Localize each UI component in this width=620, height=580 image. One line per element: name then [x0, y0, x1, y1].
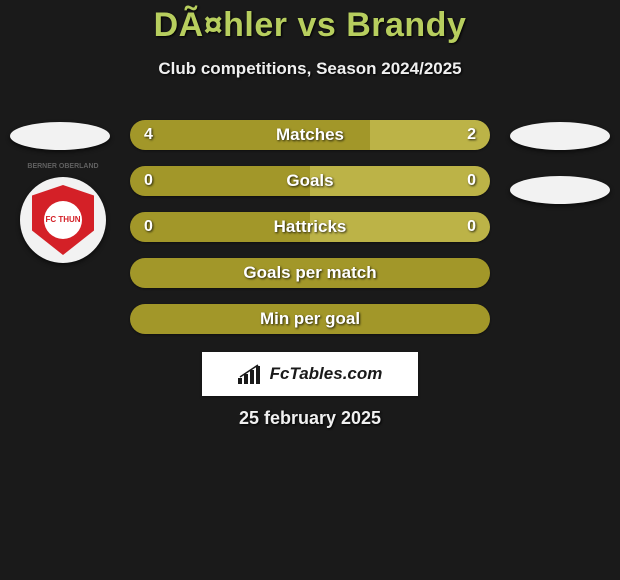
- stat-value-right: 0: [467, 166, 476, 196]
- date-label: 25 february 2025: [0, 408, 620, 429]
- watermark-text: FcTables.com: [270, 364, 383, 384]
- club-logo-shield: FC THUN: [32, 185, 94, 255]
- player-left-badge-1: [10, 122, 110, 150]
- club-logo: BERNER OBERLAND FC THUN: [20, 177, 106, 263]
- stat-value-left: 0: [144, 166, 153, 196]
- stat-row-hattricks: 0 0 Hattricks: [130, 212, 490, 242]
- stat-fill-right: [310, 212, 490, 242]
- stat-row-matches: 4 2 Matches: [130, 120, 490, 150]
- stat-fill-left: [130, 166, 310, 196]
- stat-fill-left: [130, 212, 310, 242]
- stat-row-mpg: Min per goal: [130, 304, 490, 334]
- comparison-card: DÃ¤hler vs Brandy Club competitions, Sea…: [0, 0, 620, 580]
- stat-value-left: 0: [144, 212, 153, 242]
- stats-panel: 4 2 Matches 0 0 Goals 0 0 Hattricks Goal…: [130, 120, 490, 350]
- stat-row-gpm: Goals per match: [130, 258, 490, 288]
- stat-fill-left: [130, 304, 490, 334]
- page-title: DÃ¤hler vs Brandy: [0, 0, 620, 45]
- stat-row-goals: 0 0 Goals: [130, 166, 490, 196]
- stat-fill-right: [310, 166, 490, 196]
- watermark: FcTables.com: [202, 352, 418, 396]
- subtitle: Club competitions, Season 2024/2025: [0, 59, 620, 79]
- stat-value-right: 0: [467, 212, 476, 242]
- player-right-badge-1: [510, 122, 610, 150]
- stat-fill-left: [130, 120, 370, 150]
- club-logo-toptext: BERNER OBERLAND: [27, 163, 98, 170]
- stat-fill-left: [130, 258, 490, 288]
- club-logo-label: FC THUN: [45, 216, 80, 224]
- player-right-badge-2: [510, 176, 610, 204]
- bars-icon: [238, 364, 264, 384]
- stat-value-right: 2: [467, 120, 476, 150]
- stat-value-left: 4: [144, 120, 153, 150]
